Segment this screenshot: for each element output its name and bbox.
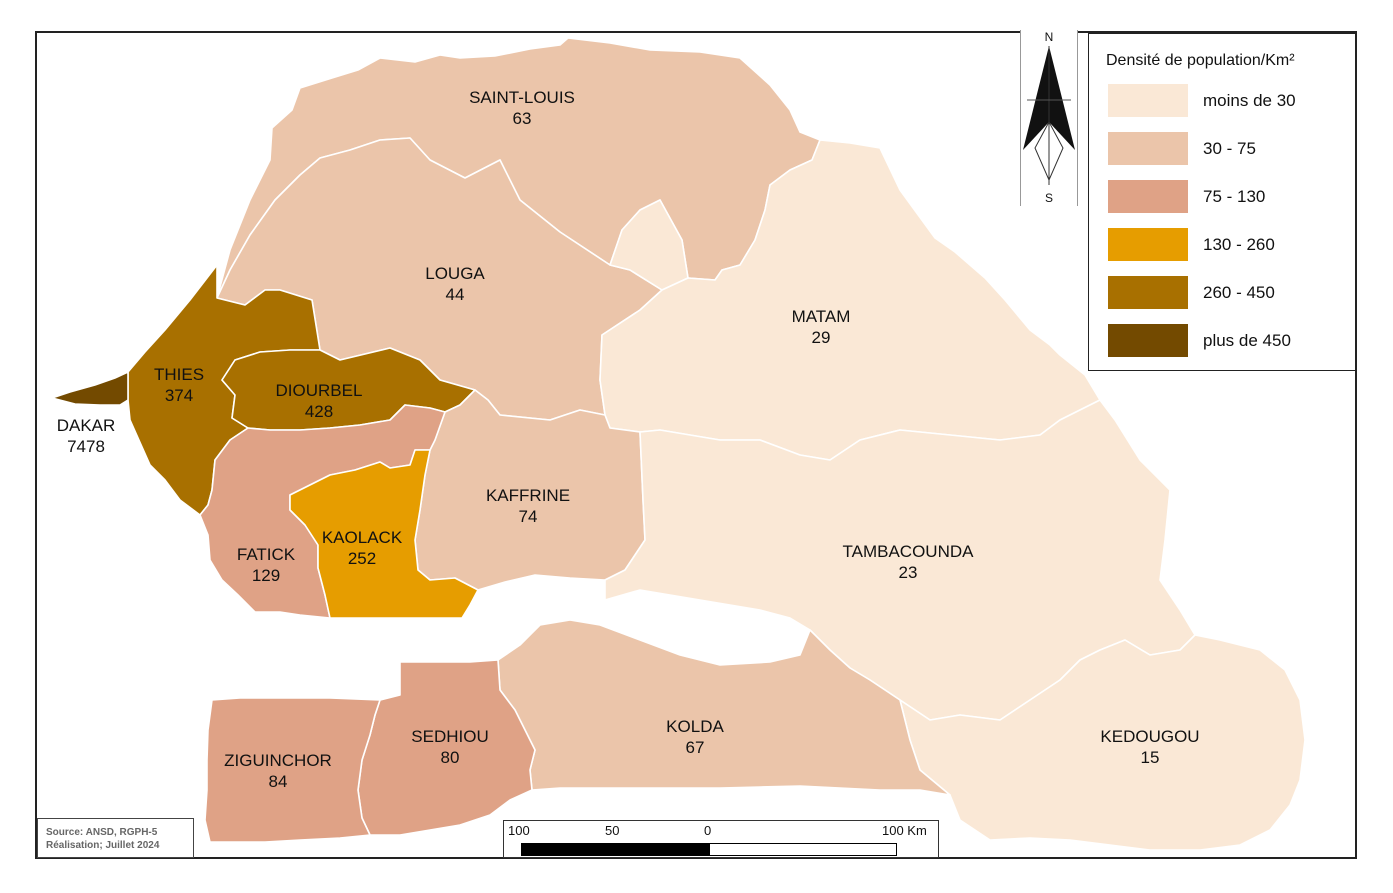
label-dakar-name: DAKAR (57, 416, 116, 435)
label-tambacounda-density: 23 (899, 563, 918, 582)
north-label: N (1045, 30, 1054, 44)
realisation-text: Réalisation; Juillet 2024 (46, 840, 160, 851)
north-arrow-icon: N S (1023, 30, 1075, 205)
legend-label: plus de 450 (1203, 331, 1291, 350)
legend-item: 75 - 130 (1108, 180, 1348, 214)
label-fatick-density: 129 (252, 566, 280, 585)
label-kaffrine-density: 74 (519, 507, 538, 526)
legend: Densité de population/Km² moins de 30 30… (1088, 33, 1356, 371)
region-ziguinchor (204, 697, 381, 843)
legend-swatch (1108, 132, 1188, 165)
label-kaolack-name: KAOLACK (322, 528, 403, 547)
label-kedougou-density: 15 (1141, 748, 1160, 767)
region-linguere-enclave (609, 199, 689, 291)
scale-tick-label: 100 Km (882, 823, 927, 838)
label-kedougou-name: KEDOUGOU (1100, 727, 1199, 746)
label-kolda-density: 67 (686, 738, 705, 757)
label-louga-name: LOUGA (425, 264, 485, 283)
label-sedhiou-name: SEDHIOU (411, 727, 488, 746)
north-arrow: N S (1020, 30, 1078, 206)
legend-swatch (1108, 228, 1188, 261)
label-diourbel-density: 428 (305, 402, 333, 421)
label-kaffrine-name: KAFFRINE (486, 486, 570, 505)
label-dakar-density: 7478 (67, 437, 105, 456)
label-tambacounda-name: TAMBACOUNDA (843, 542, 975, 561)
legend-title: Densité de population/Km² (1106, 52, 1295, 69)
label-thies-density: 374 (165, 386, 193, 405)
gambia-gap (462, 575, 810, 665)
region-kaolack (289, 449, 479, 619)
legend-label: 130 - 260 (1203, 235, 1275, 254)
legend-label: 75 - 130 (1203, 187, 1266, 206)
scale-tick-label: 100 (508, 823, 530, 838)
legend-item: plus de 450 (1108, 324, 1348, 358)
scale-bar: 100 50 0 100 Km (503, 820, 939, 858)
label-ziguinchor-name: ZIGUINCHOR (224, 751, 332, 770)
legend-swatch (1108, 276, 1188, 309)
legend-label: 260 - 450 (1203, 283, 1275, 302)
source-text: Source: ANSD, RGPH-5 (46, 827, 158, 838)
region-dakar (51, 371, 129, 406)
label-kolda-name: KOLDA (666, 717, 724, 736)
label-thies-name: THIES (154, 365, 204, 384)
legend-label: moins de 30 (1203, 91, 1296, 110)
label-louga-density: 44 (446, 285, 465, 304)
legend-item: 130 - 260 (1108, 228, 1348, 262)
legend-swatch (1108, 84, 1188, 117)
label-ziguinchor-density: 84 (269, 772, 288, 791)
scale-bar-white-segment (709, 843, 897, 856)
legend-swatch (1108, 180, 1188, 213)
label-diourbel-name: DIOURBEL (276, 381, 363, 400)
legend-label: 30 - 75 (1203, 139, 1256, 158)
legend-swatch (1108, 324, 1188, 357)
scale-tick-label: 0 (704, 823, 712, 838)
label-saint-louis-density: 63 (513, 109, 532, 128)
label-fatick-name: FATICK (237, 545, 296, 564)
scale-bar-black-segment (521, 843, 711, 856)
legend-item: moins de 30 (1108, 84, 1348, 118)
label-matam-name: MATAM (792, 307, 851, 326)
source-box: Source: ANSD, RGPH-5 Réalisation; Juille… (37, 818, 194, 858)
region-kedougou (899, 634, 1306, 851)
region-labels: SAINT-LOUIS 63 LOUGA 44 MATAM 29 THIES 3… (57, 88, 1200, 791)
legend-item: 260 - 450 (1108, 276, 1348, 310)
legend-item: 30 - 75 (1108, 132, 1348, 166)
label-saint-louis-name: SAINT-LOUIS (469, 88, 575, 107)
label-sedhiou-density: 80 (441, 748, 460, 767)
label-matam-density: 29 (812, 328, 831, 347)
label-kaolack-density: 252 (348, 549, 376, 568)
scale-tick-label: 50 (605, 823, 620, 838)
south-label: S (1045, 191, 1053, 205)
